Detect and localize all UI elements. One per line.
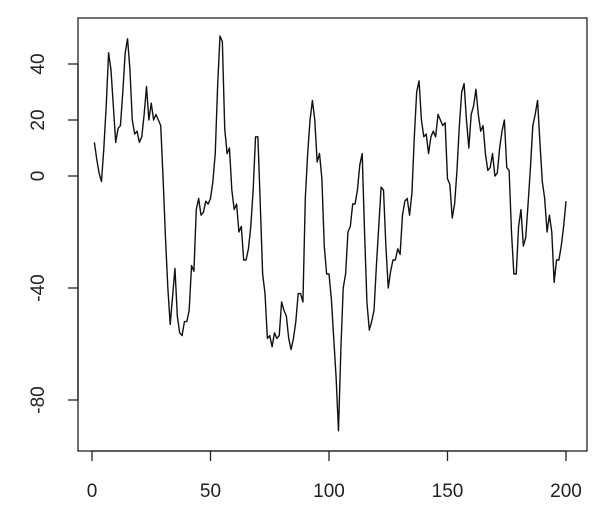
- y-tick-label: 0: [28, 171, 49, 182]
- y-tick-label: -40: [28, 274, 49, 301]
- y-tick-label: 40: [28, 53, 49, 74]
- y-tick-label: 20: [28, 109, 49, 130]
- x-tick-label: 150: [432, 481, 464, 502]
- plot-frame: [77, 17, 588, 452]
- x-tick-label: 0: [87, 481, 98, 502]
- x-axis: 0 50 100 150 200: [87, 450, 582, 502]
- y-axis: -80 -40 0 20 40: [28, 53, 79, 414]
- x-tick-label: 200: [550, 481, 582, 502]
- x-tick-label: 50: [200, 481, 221, 502]
- y-tick-label: -80: [28, 386, 49, 413]
- data-series-line: [93, 35, 567, 432]
- x-tick-label: 100: [313, 481, 345, 502]
